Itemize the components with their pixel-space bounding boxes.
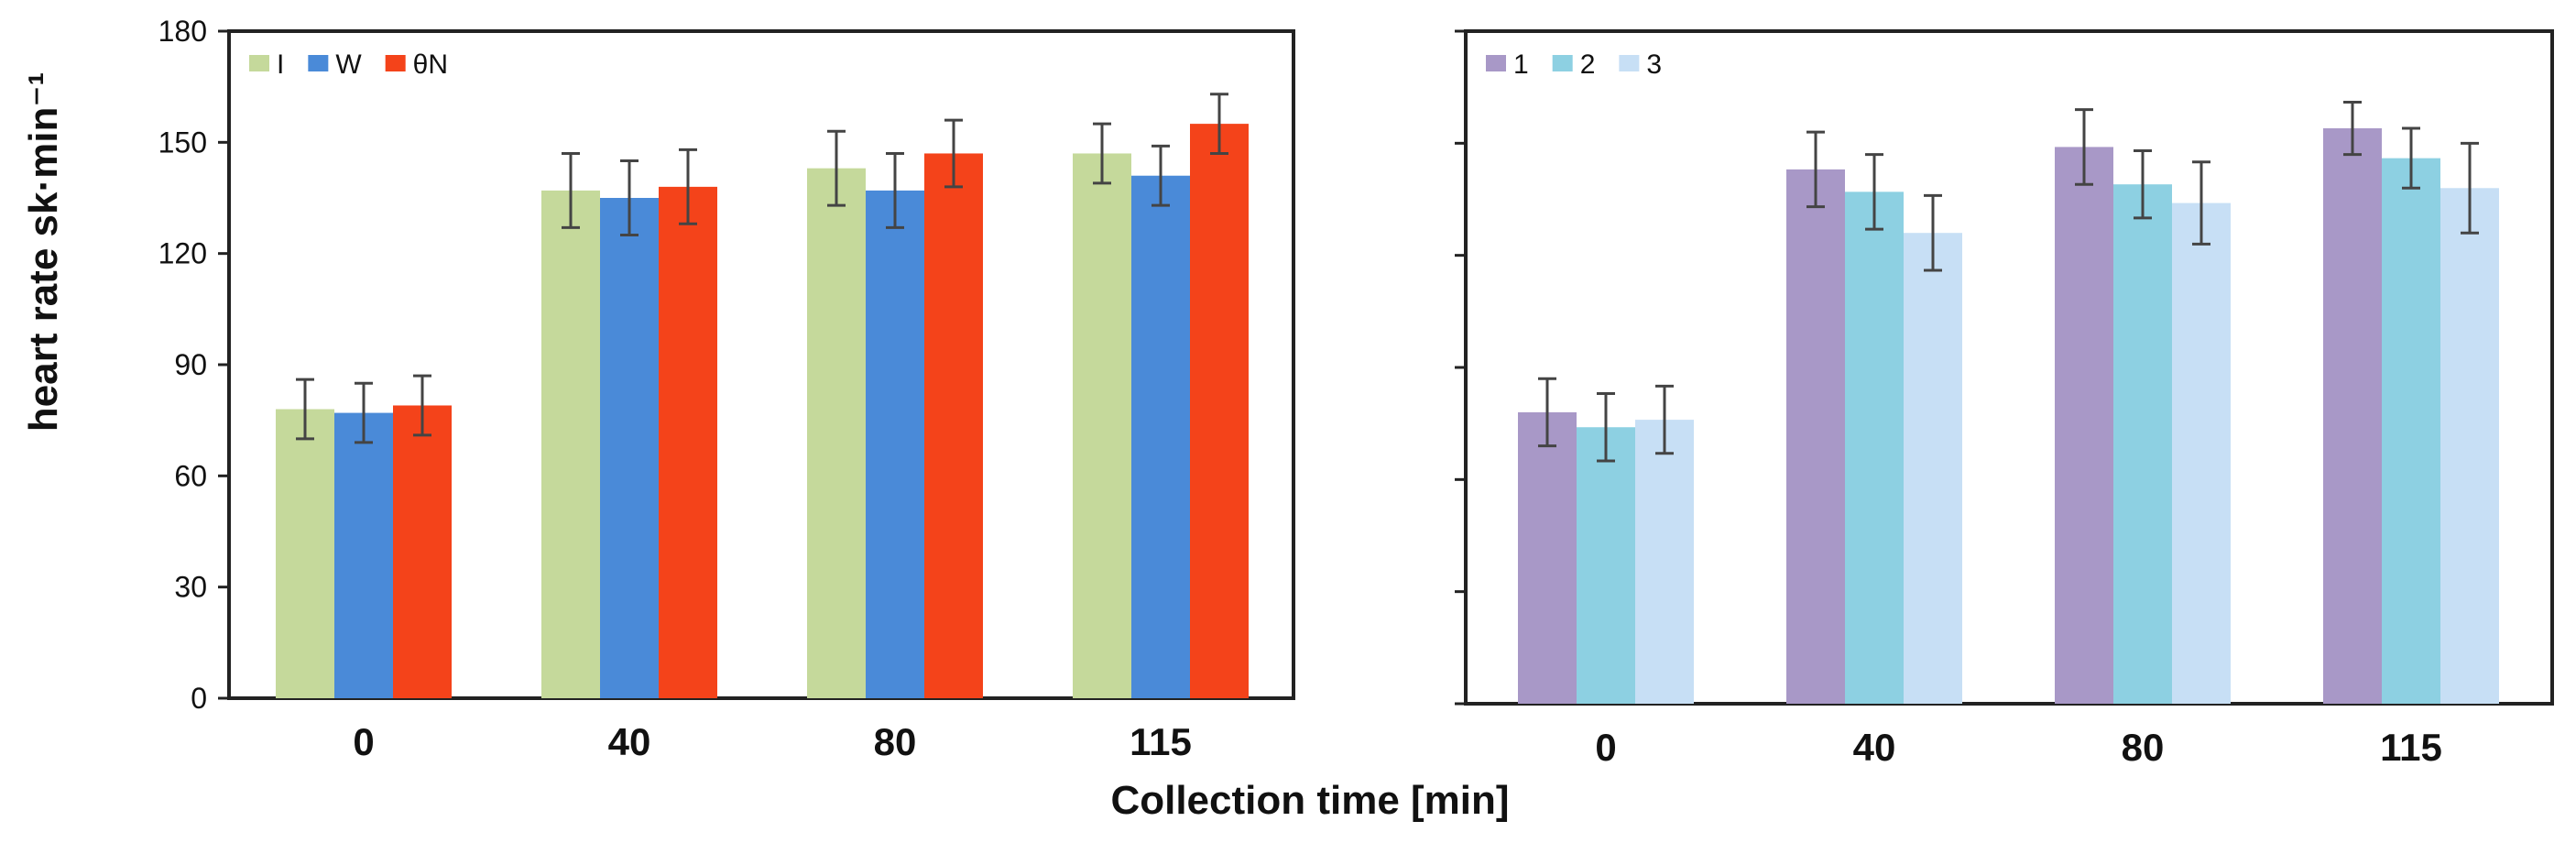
bar-right-series-2 (1904, 233, 1962, 704)
bar-left-series-0 (541, 190, 600, 698)
legend-label: θN (413, 49, 448, 80)
bar-left-series-1 (600, 198, 659, 698)
legend-label: I (277, 49, 284, 80)
x-category-label: 80 (874, 720, 917, 763)
bar-right-series-2 (1635, 420, 1694, 704)
y-tick-label: 60 (174, 459, 207, 492)
bar-right-series-0 (1786, 169, 1845, 704)
bar-left-series-2 (659, 186, 717, 698)
bar-right-series-1 (2113, 184, 2172, 704)
y-tick-label: 180 (158, 15, 207, 48)
y-tick-label: 0 (191, 682, 207, 715)
bar-left-series-0 (807, 168, 866, 699)
x-category-label: 40 (1853, 726, 1896, 769)
legend-label: W (335, 49, 362, 80)
bar-left-series-2 (393, 405, 452, 698)
legend-swatch (1486, 55, 1506, 71)
x-category-label: 80 (2122, 726, 2165, 769)
y-tick-label: 120 (158, 237, 207, 270)
x-category-label: 115 (1130, 720, 1192, 763)
bar-right-series-1 (2382, 158, 2440, 705)
legend-swatch (1619, 55, 1640, 71)
bar-right-series-2 (2440, 188, 2499, 704)
bar-left-series-0 (276, 409, 334, 698)
legend-label: 2 (1580, 49, 1596, 80)
x-category-label: 40 (608, 720, 651, 763)
bar-right-series-0 (2055, 147, 2113, 704)
y-axis-title: heart rate sk·min⁻¹ (21, 72, 66, 432)
legend-swatch (1552, 55, 1573, 71)
y-tick-label: 30 (174, 571, 207, 604)
legend-label: 1 (1513, 49, 1529, 80)
x-axis-title: Collection time [min] (1110, 778, 1509, 823)
bar-left-series-2 (924, 153, 983, 698)
bar-right-series-0 (1518, 411, 1577, 704)
bar-left-series-1 (1131, 175, 1190, 698)
x-category-label: 0 (1595, 726, 1616, 769)
bar-left-series-2 (1190, 124, 1249, 699)
bar-right-series-1 (1845, 192, 1904, 704)
legend-swatch (249, 55, 269, 71)
bar-right-series-2 (2172, 203, 2231, 705)
legend-swatch (385, 55, 406, 71)
bar-left-series-0 (1073, 153, 1131, 698)
legend-label: 3 (1646, 49, 1662, 80)
bar-left-series-1 (866, 190, 924, 698)
y-tick-label: 150 (158, 126, 207, 159)
legend-swatch (308, 55, 329, 71)
y-tick-label: 90 (174, 348, 207, 381)
x-category-label: 115 (2380, 726, 2442, 769)
x-category-label: 0 (353, 720, 374, 763)
bar-left-series-1 (334, 412, 393, 698)
chart-panel-right: 0 40 80 115 1 2 3 (1455, 29, 2554, 769)
bar-right-series-0 (2323, 128, 2382, 704)
bar-right-series-1 (1577, 427, 1635, 704)
